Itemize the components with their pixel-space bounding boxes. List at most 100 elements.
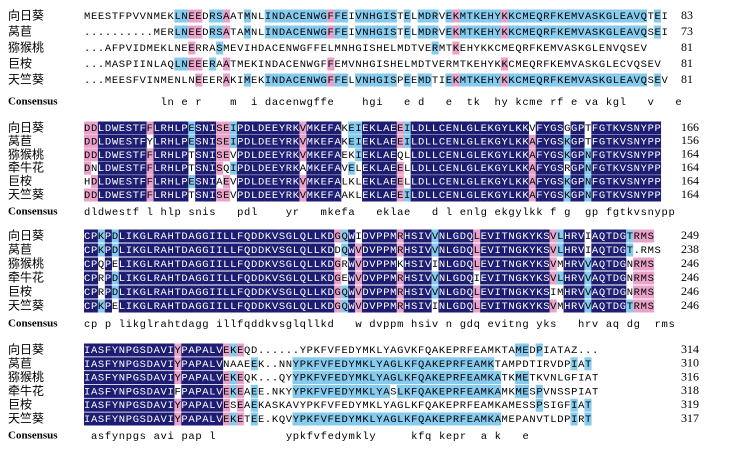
residue-shade xyxy=(223,148,231,162)
residue-shade xyxy=(334,299,342,313)
residue-shade xyxy=(139,384,147,398)
residue-shade xyxy=(466,229,474,243)
residue-shade xyxy=(438,148,446,162)
residue-shade xyxy=(181,121,189,135)
residue-shade xyxy=(375,25,384,39)
residue-shade xyxy=(521,73,529,87)
residue-shade xyxy=(640,257,648,271)
residue-shade xyxy=(480,229,488,243)
residue-shade xyxy=(549,9,557,23)
residue-shade xyxy=(236,271,245,285)
residue-shade xyxy=(480,121,488,135)
alignment-block: 向日葵 CPKPDLIKGLRAHTDAGGIILLFQDDKVSGLQLLKDG… xyxy=(8,228,699,331)
residue-shade xyxy=(257,175,265,189)
residue-shade xyxy=(111,371,119,385)
residue-shade xyxy=(243,285,251,299)
residue-shade xyxy=(243,121,251,135)
residue-shade xyxy=(445,188,453,202)
residue-shade xyxy=(348,243,356,257)
residue-shade xyxy=(646,161,655,175)
residue-shade xyxy=(292,412,300,426)
residue-shade xyxy=(514,161,523,175)
residue-shade xyxy=(264,134,272,148)
residue-shade xyxy=(229,285,238,299)
residue-shade xyxy=(507,229,516,243)
residue-shade xyxy=(368,229,377,243)
residue-shade xyxy=(292,299,300,313)
residue-shade xyxy=(181,271,189,285)
residue-shade xyxy=(445,371,453,385)
residue-shade xyxy=(577,25,585,39)
sequence: ..........MERLNEEDRSATAMNLINDACENWGFFEIV… xyxy=(84,27,668,39)
residue-shade xyxy=(313,73,321,87)
residue-shade xyxy=(306,148,314,162)
residue-shade xyxy=(389,134,397,148)
residue-shade xyxy=(362,357,370,371)
residue-shade xyxy=(640,73,648,87)
residue-shade xyxy=(389,161,397,175)
residue-shade xyxy=(396,229,404,243)
residue-shade xyxy=(577,175,585,189)
residue-shade xyxy=(459,161,467,175)
residue-shade xyxy=(348,357,356,371)
residue-shade xyxy=(146,384,154,398)
residue-shade xyxy=(410,148,418,162)
residue-shade xyxy=(591,73,599,87)
residue-shade xyxy=(306,73,314,87)
residue-shade xyxy=(264,271,272,285)
residue-shade xyxy=(160,343,168,357)
residue-shade xyxy=(160,285,168,299)
residue-shade xyxy=(375,175,384,189)
residue-shade xyxy=(167,371,175,385)
residue-shade xyxy=(355,257,363,271)
residue-shade xyxy=(320,121,328,135)
residue-shade xyxy=(605,121,613,135)
residue-shade xyxy=(216,384,224,398)
residue-shade xyxy=(584,357,592,371)
residue-shade xyxy=(452,243,460,257)
residue-shade xyxy=(626,299,634,313)
residue-shade xyxy=(438,229,446,243)
residue-shade xyxy=(97,148,106,162)
residue-shade xyxy=(132,121,140,135)
residue-shade xyxy=(403,188,411,202)
residue-shade xyxy=(466,257,474,271)
residue-shade xyxy=(375,412,384,426)
residue-shade xyxy=(118,384,126,398)
residue-shade xyxy=(355,148,363,162)
residue-shade xyxy=(278,188,286,202)
residue-shade xyxy=(494,25,502,39)
residue-shade xyxy=(598,299,606,313)
residue-shade xyxy=(459,188,467,202)
residue-shade xyxy=(528,229,536,243)
residue-shade xyxy=(250,121,258,135)
residue-shade xyxy=(626,134,634,148)
residue-shade xyxy=(334,175,342,189)
residue-shade xyxy=(84,343,92,357)
residue-shade xyxy=(264,243,272,257)
residue-shade xyxy=(514,257,523,271)
residue-shade xyxy=(501,161,509,175)
residue-shade xyxy=(195,412,203,426)
residue-shade xyxy=(160,271,168,285)
residue-shade xyxy=(188,134,196,148)
residue-shade xyxy=(494,243,502,257)
residue-shade xyxy=(514,271,523,285)
residue-shade xyxy=(424,121,432,135)
residue-shade xyxy=(431,121,439,135)
residue-shade xyxy=(577,188,585,202)
residue-shade xyxy=(118,229,126,243)
residue-shade xyxy=(216,161,224,175)
residue-shade xyxy=(570,285,578,299)
residue-shade xyxy=(598,229,606,243)
residue-shade xyxy=(236,121,245,135)
residue-shade xyxy=(646,134,655,148)
residue-shade xyxy=(362,148,370,162)
residue-shade xyxy=(382,175,390,189)
sequence: DDLDWESTFFLRHLPESNISEIPDLDEEYRKVMKEFAKEI… xyxy=(84,123,661,135)
residue-shade xyxy=(521,188,529,202)
residue-shade xyxy=(327,73,335,87)
residue-shade xyxy=(209,243,217,257)
residue-shade xyxy=(132,357,140,371)
residue-shade xyxy=(348,229,356,243)
